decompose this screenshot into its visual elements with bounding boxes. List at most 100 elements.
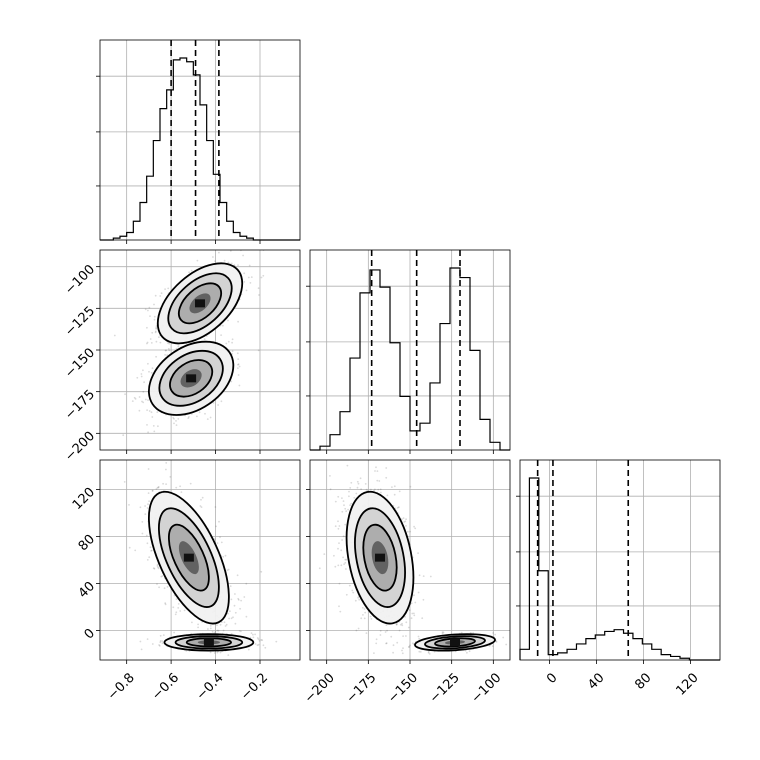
x-tick-label: 80 [632,670,654,692]
sample-point [349,487,352,489]
sample-point [155,340,158,343]
sample-point [203,338,206,341]
sample-point [149,338,152,340]
sample-point [213,652,216,654]
sample-point [212,402,215,404]
y-tick-label: 80 [76,532,98,554]
sample-point [155,327,158,330]
sample-point [414,527,417,530]
sample-point [405,635,407,637]
sample-point [350,502,353,505]
sample-point [177,607,180,609]
sample-point [143,381,146,384]
sample-point [180,491,183,493]
sample-point [136,376,139,379]
sample-point [413,525,415,528]
sample-point [234,611,237,614]
sample-point [334,500,337,503]
sample-point [154,331,157,334]
sample-point [153,315,156,318]
sample-point [337,520,339,523]
sample-point [409,485,412,488]
sample-point [352,591,355,594]
sample-point [201,496,204,499]
sample-point [216,624,218,626]
sample-point [342,556,344,559]
sample-point [164,349,167,352]
sample-point [159,634,162,637]
x-tick-label: 120 [674,670,702,698]
x-tick-label: 40 [585,670,607,692]
sample-point [385,467,388,469]
sample-point [345,568,347,570]
sample-point [219,623,222,626]
sample-point [333,554,335,557]
sample-point [153,430,156,433]
sample-point [175,420,177,422]
sample-point [343,504,345,507]
sample-point [157,566,159,569]
sample-point [159,295,162,297]
sample-point [344,507,347,510]
sample-point [418,637,421,640]
sample-point [257,638,260,641]
sample-point [396,641,399,644]
sample-point [206,418,209,420]
histogram-step [100,57,300,241]
sample-point [427,651,430,654]
sample-point [379,634,382,636]
sample-point [380,491,382,494]
sample-point [401,518,403,521]
sample-point [513,636,515,638]
sample-point [242,254,245,257]
sample-point [337,495,340,498]
sample-point [227,340,230,343]
sample-point [344,523,347,526]
sample-point [146,507,149,509]
sample-point [146,424,148,426]
sample-point [223,621,226,624]
sample-point [357,627,360,630]
sample-point [393,485,396,488]
panel-content [123,462,278,676]
sample-point [360,488,362,491]
sample-point [230,674,232,676]
sample-point [375,638,378,641]
sample-point [237,363,240,366]
sample-point [218,520,220,523]
sample-point [175,611,178,614]
sample-point [441,632,444,635]
sample-point [392,651,394,654]
sample-point [151,416,154,418]
sample-point [240,599,243,602]
sample-point [264,646,267,649]
sample-point [154,330,157,333]
sample-point [196,415,198,418]
sample-point [222,555,225,558]
density-peak [375,553,385,562]
sample-point [376,470,379,472]
y-axis-1: −200 −175 −150 −125 −100 [62,262,100,465]
sample-point [258,294,260,296]
sample-point [209,651,212,654]
sample-point [396,677,398,679]
sample-point [220,400,223,403]
sample-point [245,289,248,292]
sample-point [399,623,402,626]
sample-point [222,629,225,632]
sample-point [151,643,154,645]
sample-point [413,614,416,617]
sample-point [122,434,125,437]
sample-point [260,276,263,279]
sample-point [375,642,378,645]
sample-point [340,564,343,567]
sample-point [466,651,468,654]
sample-point [162,482,165,485]
sample-point [405,525,407,527]
sample-point [146,341,149,344]
sample-point [398,490,401,493]
sample-point [417,635,420,638]
sample-point [174,613,177,616]
sample-point [162,634,165,636]
sample-point [488,645,491,647]
